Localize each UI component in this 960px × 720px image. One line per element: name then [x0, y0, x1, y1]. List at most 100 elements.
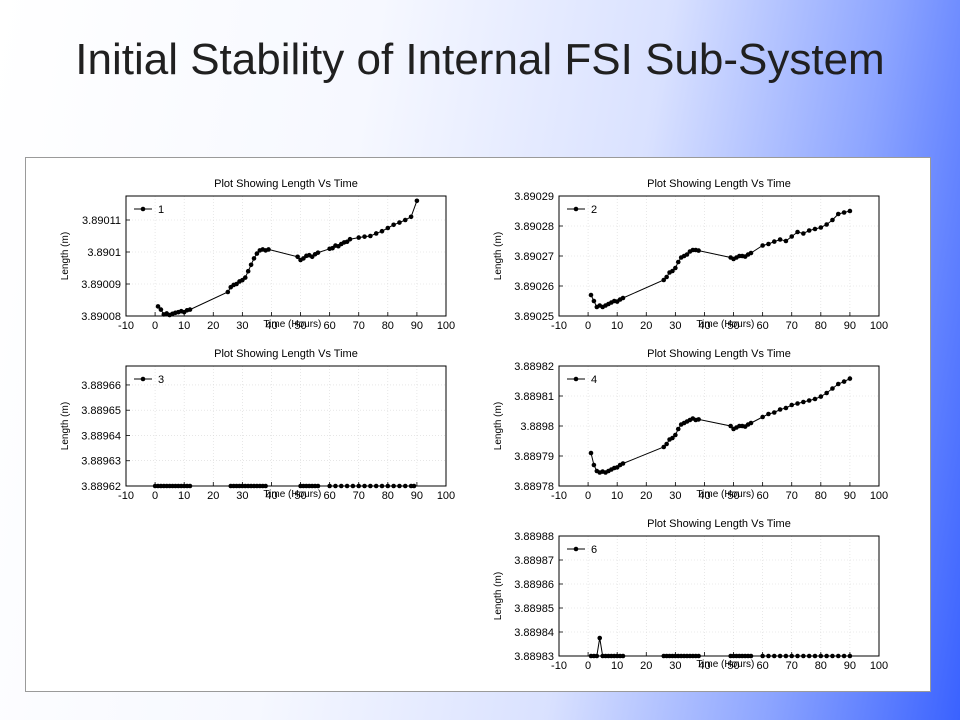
series-line	[157, 200, 418, 316]
data-point	[783, 238, 789, 244]
x-tick-label: 100	[437, 320, 455, 332]
data-point	[187, 483, 193, 489]
x-tick-label: 80	[815, 660, 827, 672]
data-point	[806, 653, 812, 659]
y-tick-label: 3.89029	[514, 191, 554, 203]
data-point	[155, 304, 161, 309]
data-point	[373, 231, 379, 236]
data-point	[783, 653, 789, 659]
data-point	[760, 243, 765, 248]
x-tick-label: 90	[844, 320, 856, 332]
data-point	[789, 402, 795, 408]
series-line	[590, 210, 851, 308]
y-tick-label: 3.88987	[514, 555, 554, 567]
data-point	[356, 483, 362, 489]
x-axis-label: Time (Hours)	[696, 489, 754, 500]
data-point	[373, 483, 379, 489]
plot-frame	[558, 535, 880, 657]
data-point	[356, 235, 362, 240]
figure-canvas: Plot Showing Length Vs Time-10 0 10 20 30 40 5…	[60, 178, 888, 672]
chart-4: Plot Showing Length Vs Time -10 0 10 20 30 40 5…	[493, 348, 888, 502]
x-tick-label: 100	[437, 490, 455, 502]
x-tick-label: 10	[178, 490, 190, 502]
legend-marker	[573, 206, 579, 212]
chart-5: Plot Showing Length Vs Time -10 0 10 20 30 40 5…	[493, 518, 888, 672]
data-point	[818, 653, 824, 659]
series-line	[591, 637, 850, 657]
x-tick-label: 0	[585, 660, 591, 672]
y-axis-label: Length (m)	[493, 232, 504, 280]
y-tick-label: 3.89025	[514, 311, 554, 323]
x-tick-label: 90	[844, 660, 856, 672]
data-point	[830, 217, 835, 223]
data-point	[675, 259, 681, 265]
data-point	[812, 226, 818, 232]
legend-label: 2	[591, 204, 597, 216]
data-point	[841, 379, 847, 384]
x-tick-label: 20	[640, 490, 652, 502]
x-tick-label: 70	[786, 320, 798, 332]
x-tick-label: 90	[411, 490, 423, 502]
data-point	[696, 248, 701, 253]
chart-3: Plot Showing Length Vs Time -10 0 10 20 30 40 5…	[60, 348, 455, 502]
data-point	[766, 241, 771, 247]
y-tick-label: 3.8901	[87, 247, 121, 259]
data-point	[315, 250, 321, 255]
data-point	[594, 653, 600, 659]
data-point	[397, 483, 402, 489]
x-tick-label: -10	[118, 490, 134, 502]
data-point	[696, 417, 701, 422]
x-tick-label: 20	[640, 660, 652, 672]
y-axis-label: Length (m)	[493, 402, 504, 450]
x-tick-label: -10	[551, 490, 567, 502]
data-point	[391, 483, 396, 489]
data-point	[847, 653, 853, 659]
data-point	[696, 653, 701, 659]
x-tick-label: 20	[640, 320, 652, 332]
data-point	[333, 483, 338, 489]
data-point	[777, 407, 783, 412]
legend-label: 3	[158, 374, 164, 386]
legend-label: 6	[591, 544, 597, 556]
x-axis-label: Time (Hours)	[263, 489, 321, 500]
x-tick-label: 40	[698, 490, 710, 502]
x-tick-label: 50	[727, 490, 739, 502]
x-tick-label: 70	[786, 490, 798, 502]
legend-label: 4	[591, 374, 597, 386]
y-tick-label: 3.89027	[514, 251, 554, 263]
data-point	[795, 229, 800, 235]
data-point	[327, 483, 332, 489]
data-point	[242, 275, 248, 280]
y-tick-label: 3.88985	[514, 603, 554, 615]
data-point	[414, 198, 420, 204]
data-point	[245, 268, 251, 274]
data-point	[835, 653, 841, 659]
data-point	[402, 217, 408, 223]
y-tick-label: 3.88962	[81, 481, 121, 493]
y-tick-label: 3.88964	[81, 430, 121, 442]
y-tick-label: 3.88981	[514, 391, 554, 403]
y-tick-label: 3.88983	[514, 651, 554, 663]
data-point	[591, 462, 597, 468]
x-tick-label: -10	[551, 320, 567, 332]
x-tick-label: 100	[870, 490, 888, 502]
x-tick-label: 90	[844, 490, 856, 502]
data-point	[812, 653, 818, 659]
data-point	[728, 423, 733, 429]
data-point	[748, 420, 754, 426]
x-tick-label: 10	[611, 490, 623, 502]
legend-label: 1	[158, 204, 164, 216]
data-point	[783, 405, 789, 411]
x-tick-label: 10	[178, 320, 190, 332]
data-point	[847, 376, 853, 381]
data-point	[338, 483, 344, 489]
data-point	[379, 228, 385, 234]
x-tick-label: 100	[870, 320, 888, 332]
series-line	[590, 378, 851, 474]
data-point	[670, 435, 675, 441]
data-point	[385, 225, 391, 231]
data-point	[266, 247, 271, 252]
data-point	[748, 250, 754, 256]
x-tick-label: -10	[551, 660, 567, 672]
y-tick-label: 3.89026	[514, 281, 554, 293]
